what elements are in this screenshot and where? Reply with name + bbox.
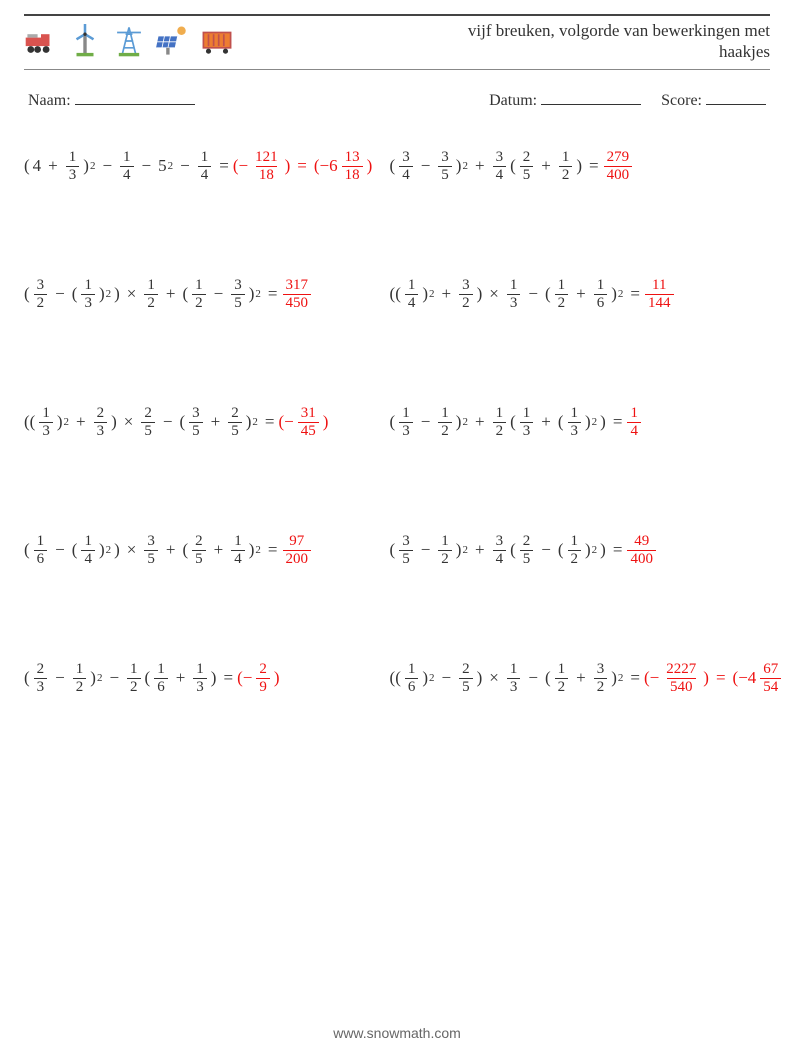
title-line2: haakjes — [719, 42, 770, 61]
expression: ((16)2−25)×13−(12+32)2= — [390, 662, 644, 695]
score-blank[interactable] — [706, 88, 766, 105]
answer: 49400 — [626, 534, 657, 567]
expression: ((13)2+23)×25−(35+25)2= — [24, 406, 278, 439]
problem-row: (16−(14)2)×35+(25+14)2=97200(35−12)2+34(… — [24, 534, 770, 567]
expression: ((14)2+32)×13−(12+16)2= — [390, 278, 644, 311]
problem-left: ((13)2+23)×25−(35+25)2=(−3145) — [24, 406, 390, 439]
answer: (−2227540)=(−46754 — [644, 662, 782, 695]
expression: (16−(14)2)×35+(25+14)2= — [24, 534, 282, 567]
problem-left: (23−12)2−12(16+13)=(−29) — [24, 662, 390, 695]
truck-icon — [24, 24, 58, 58]
expression: (32−(13)2)×12+(12−35)2= — [24, 278, 282, 311]
header-band: vijf breuken, volgorde van bewerkingen m… — [24, 18, 770, 70]
answer: 14 — [626, 406, 642, 439]
problem-row: ((13)2+23)×25−(35+25)2=(−3145)(13−12)2+1… — [24, 406, 770, 439]
expression: (35−12)2+34(25−(12)2)= — [390, 534, 627, 567]
windmill-icon — [68, 24, 102, 58]
problem-right: (34−35)2+34(25+12)=279400 — [390, 150, 770, 183]
watermark: www.snowmath.com — [0, 1025, 794, 1041]
answer: (−3145) — [278, 406, 328, 439]
answer: (−29) — [237, 662, 279, 695]
problem-left: (4+13)2−14−52−14=(−12118)=(−61318) — [24, 150, 390, 183]
problem-right: ((16)2−25)×13−(12+32)2=(−2227540)=(−4675… — [390, 662, 770, 695]
answer: 97200 — [282, 534, 313, 567]
title-line1: vijf breuken, volgorde van bewerkingen m… — [468, 21, 770, 40]
answer: 317450 — [282, 278, 313, 311]
problem-right: ((14)2+32)×13−(12+16)2=11144 — [390, 278, 770, 311]
problem-left: (16−(14)2)×35+(25+14)2=97200 — [24, 534, 390, 567]
problem-row: (23−12)2−12(16+13)=(−29)((16)2−25)×13−(1… — [24, 662, 770, 695]
date-blank[interactable] — [541, 88, 641, 105]
answer: 279400 — [603, 150, 634, 183]
name-blank[interactable] — [75, 88, 195, 105]
info-row: Naam: Datum: Score: — [24, 70, 770, 110]
solar-icon — [156, 24, 190, 58]
date-score: Datum: Score: — [489, 88, 766, 110]
tower-icon — [112, 24, 146, 58]
problems-area: (4+13)2−14−52−14=(−12118)=(−61318)(34−35… — [24, 150, 770, 695]
score-label: Score: — [661, 92, 702, 109]
top-border — [24, 14, 770, 16]
page-title: vijf breuken, volgorde van bewerkingen m… — [468, 20, 770, 63]
date-label: Datum: — [489, 92, 537, 109]
problem-right: (13−12)2+12(13+(13)2)=14 — [390, 406, 770, 439]
container-icon — [200, 24, 234, 58]
problem-left: (32−(13)2)×12+(12−35)2=317450 — [24, 278, 390, 311]
answer: 11144 — [644, 278, 675, 311]
problem-right: (35−12)2+34(25−(12)2)=49400 — [390, 534, 770, 567]
expression: (23−12)2−12(16+13)= — [24, 662, 237, 695]
icon-strip — [24, 24, 234, 58]
expression: (4+13)2−14−52−14= — [24, 150, 233, 183]
name-label: Naam: — [28, 92, 71, 109]
problem-row: (32−(13)2)×12+(12−35)2=317450((14)2+32)×… — [24, 278, 770, 311]
problem-row: (4+13)2−14−52−14=(−12118)=(−61318)(34−35… — [24, 150, 770, 183]
name-field: Naam: — [28, 88, 195, 110]
expression: (13−12)2+12(13+(13)2)= — [390, 406, 627, 439]
expression: (34−35)2+34(25+12)= — [390, 150, 603, 183]
answer: (−12118)=(−61318) — [233, 150, 372, 183]
